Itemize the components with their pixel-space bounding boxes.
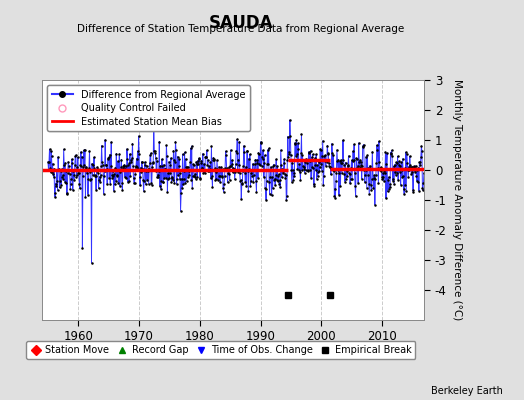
Text: Berkeley Earth: Berkeley Earth [431,386,503,396]
Text: Difference of Station Temperature Data from Regional Average: Difference of Station Temperature Data f… [78,24,405,34]
Text: SAUDA: SAUDA [209,14,274,32]
Legend: Station Move, Record Gap, Time of Obs. Change, Empirical Break: Station Move, Record Gap, Time of Obs. C… [26,341,416,359]
Y-axis label: Monthly Temperature Anomaly Difference (°C): Monthly Temperature Anomaly Difference (… [452,79,462,321]
Legend: Difference from Regional Average, Quality Control Failed, Estimated Station Mean: Difference from Regional Average, Qualit… [47,85,250,131]
